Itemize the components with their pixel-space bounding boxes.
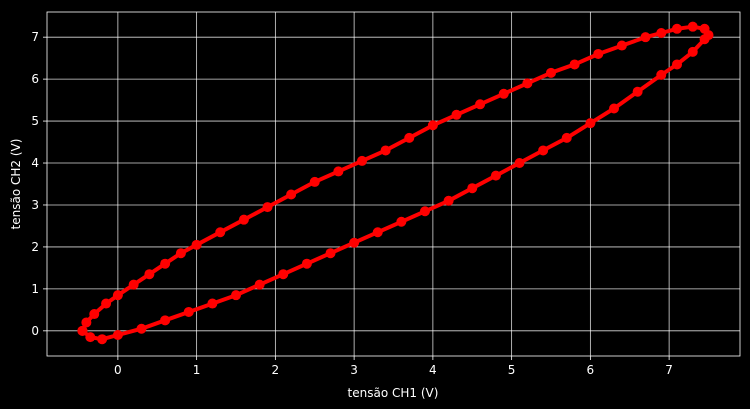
y-tick-label: 7: [31, 30, 39, 44]
data-point: [231, 290, 241, 301]
data-point: [77, 325, 88, 336]
x-tick-label: 5: [508, 363, 516, 377]
y-tick-label: 2: [31, 240, 39, 254]
y-tick-label: 3: [31, 198, 39, 212]
data-point: [443, 195, 454, 206]
data-point: [616, 40, 627, 51]
data-point: [286, 189, 297, 200]
data-point: [467, 183, 478, 194]
data-point: [357, 155, 367, 166]
x-axis: 0 1 2 3 4 5 6 7: [114, 356, 673, 377]
data-point: [301, 258, 312, 269]
data-point: [191, 239, 202, 250]
data-point: [136, 323, 147, 334]
data-point: [81, 317, 92, 328]
data-point: [632, 86, 643, 97]
data-point: [546, 67, 556, 78]
x-tick-label: 2: [272, 363, 280, 377]
y-tick-label: 4: [31, 156, 39, 170]
data-point: [687, 21, 698, 32]
grid: [47, 12, 740, 356]
data-point: [404, 132, 415, 143]
data-point: [349, 237, 360, 248]
y-axis-label: tensão CH2 (V): [9, 139, 23, 230]
data-point: [490, 170, 501, 181]
data-point: [396, 216, 407, 227]
data-point: [238, 214, 249, 225]
data-point: [215, 227, 226, 238]
data-point: [278, 269, 289, 280]
plot-background: [47, 12, 740, 356]
plot-frame: [46, 11, 741, 357]
data-point: [561, 132, 572, 143]
data-point: [254, 279, 265, 290]
data-point: [207, 298, 218, 309]
data-point: [514, 158, 525, 169]
data-point: [101, 298, 112, 309]
x-tick-label: 7: [665, 363, 673, 377]
data-point: [427, 120, 438, 131]
data-point: [522, 78, 533, 89]
data-point: [498, 88, 509, 99]
data-point: [309, 176, 320, 187]
y-tick-label: 5: [31, 114, 39, 128]
data-point: [593, 48, 604, 59]
data-point: [175, 248, 186, 259]
data-point: [672, 23, 682, 34]
data-point: [687, 46, 698, 57]
data-point: [640, 32, 651, 43]
data-point: [333, 166, 344, 177]
y-tick-label: 0: [31, 324, 39, 338]
data-series: [77, 21, 714, 345]
data-point: [609, 103, 619, 114]
x-tick-label: 4: [429, 363, 437, 377]
data-point: [451, 109, 462, 120]
data-point: [699, 34, 710, 45]
data-point: [112, 330, 123, 341]
x-tick-label: 6: [587, 363, 595, 377]
y-tick-label: 1: [31, 282, 39, 296]
data-point: [372, 227, 383, 238]
data-point: [380, 145, 391, 156]
data-point: [183, 306, 194, 317]
data-point: [97, 334, 108, 345]
data-point: [325, 248, 336, 259]
y-axis: 0 1 2 3 4 5 6 7: [31, 30, 47, 338]
series-line: [80, 24, 711, 342]
x-tick-label: 3: [350, 363, 358, 377]
y-tick-label: 6: [31, 72, 39, 86]
x-tick-label: 1: [193, 363, 201, 377]
data-point: [262, 202, 273, 213]
data-point: [112, 290, 123, 301]
x-tick-label: 0: [114, 363, 122, 377]
data-point: [89, 309, 100, 320]
data-point: [160, 315, 171, 326]
x-axis-label: tensão CH1 (V): [348, 386, 439, 400]
data-point: [128, 279, 139, 290]
data-point: [569, 59, 580, 70]
data-point: [672, 59, 682, 70]
data-point: [656, 69, 667, 80]
data-point: [420, 206, 430, 217]
data-point: [585, 118, 596, 129]
data-point: [85, 332, 96, 343]
data-point: [656, 27, 667, 38]
data-point: [160, 258, 171, 269]
data-point: [538, 145, 549, 156]
data-point: [144, 269, 155, 280]
data-point: [475, 99, 486, 110]
